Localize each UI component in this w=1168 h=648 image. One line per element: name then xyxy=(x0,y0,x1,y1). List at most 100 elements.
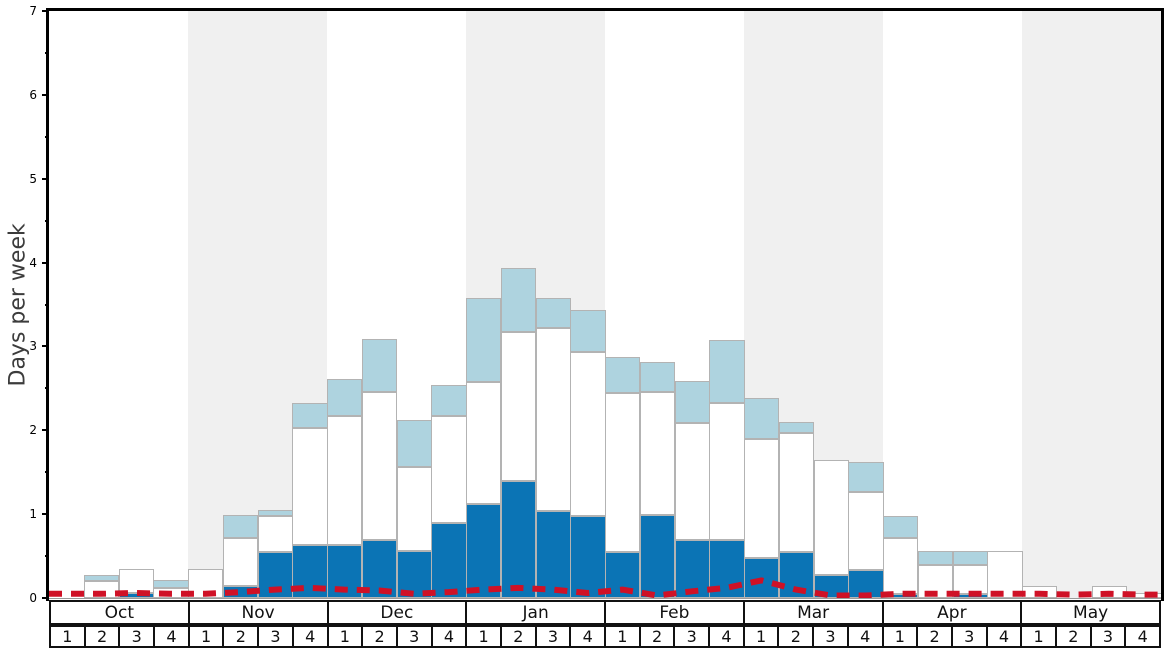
week-label-feb-4: 4 xyxy=(710,627,745,646)
bar-jan-1-white xyxy=(466,381,502,505)
bar-dec-3-light-blue xyxy=(396,420,432,468)
bar-feb-2-white xyxy=(639,391,675,515)
bar-oct-2-white xyxy=(83,581,119,598)
week-label-dec-1: 1 xyxy=(328,627,364,646)
bar-mar-1-light-blue xyxy=(744,397,780,439)
y-tick-4 xyxy=(42,261,49,264)
bar-jan-2-dark-blue xyxy=(500,481,536,598)
bar-feb-1-white xyxy=(605,392,641,552)
week-label-nov-4: 4 xyxy=(293,627,329,646)
bar-jan-3-dark-blue xyxy=(535,510,571,598)
week-label-may-1: 1 xyxy=(1022,627,1057,646)
bar-nov-3-light-blue xyxy=(257,509,293,516)
week-label-mar-2: 2 xyxy=(779,627,815,646)
week-label-dec-4: 4 xyxy=(432,627,468,646)
week-label-may-3: 3 xyxy=(1091,627,1127,646)
bar-dec-1-light-blue xyxy=(327,379,363,417)
week-label-mar-1: 1 xyxy=(744,627,780,646)
week-label-mar-4: 4 xyxy=(848,627,884,646)
week-label-dec-2: 2 xyxy=(363,627,398,646)
week-label-oct-4: 4 xyxy=(155,627,190,646)
y-tick-label-4: 4 xyxy=(29,255,37,270)
week-label-apr-2: 2 xyxy=(918,627,953,646)
month-label-may: May xyxy=(1022,602,1159,623)
month-label-nov: Nov xyxy=(189,602,329,623)
y-tick-6 xyxy=(42,93,49,96)
bar-apr-1-light-blue xyxy=(883,515,919,538)
bar-jan-4-dark-blue xyxy=(570,515,606,598)
month-label-oct: Oct xyxy=(51,602,190,623)
month-label-dec: Dec xyxy=(328,602,468,623)
week-label-dec-3: 3 xyxy=(397,627,433,646)
bar-dec-2-white xyxy=(361,391,397,541)
bar-nov-3-white xyxy=(257,515,293,552)
week-label-oct-3: 3 xyxy=(120,627,156,646)
bar-apr-2-light-blue xyxy=(917,551,953,566)
y-tick-3 xyxy=(42,345,49,348)
bar-mar-3-white xyxy=(813,460,849,575)
bar-jan-2-light-blue xyxy=(500,267,536,333)
week-label-nov-3: 3 xyxy=(259,627,294,646)
y-tick-label-0: 0 xyxy=(29,591,37,605)
bar-oct-3-white xyxy=(118,568,154,593)
bar-mar-2-white xyxy=(778,432,814,552)
bar-jan-3-white xyxy=(535,328,571,511)
week-label-apr-4: 4 xyxy=(987,627,1023,646)
month-band-may xyxy=(1022,11,1161,598)
bar-dec-4-dark-blue xyxy=(431,522,467,598)
y-axis: 0 1 2 3 4 5 6 7 xyxy=(0,4,49,605)
bar-jan-1-dark-blue xyxy=(466,504,502,598)
bar-apr-3-white xyxy=(952,565,988,594)
month-label-apr: Apr xyxy=(883,602,1023,623)
bar-feb-2-light-blue xyxy=(639,362,675,392)
bar-jan-2-white xyxy=(500,332,536,482)
bar-mar-4-light-blue xyxy=(848,462,884,493)
x-axis-line xyxy=(49,598,1161,599)
bar-apr-3-light-blue xyxy=(952,551,988,566)
bar-feb-4-light-blue xyxy=(709,339,745,404)
bar-dec-3-white xyxy=(396,467,432,552)
week-label-nov-1: 1 xyxy=(189,627,225,646)
month-label-jan: Jan xyxy=(467,602,606,623)
y-tick-label-1: 1 xyxy=(29,507,37,522)
bar-oct-4-light-blue xyxy=(153,580,189,588)
y-tick-label-2: 2 xyxy=(29,423,37,438)
bar-dec-4-white xyxy=(431,416,467,523)
week-label-jan-2: 2 xyxy=(501,627,537,646)
bar-apr-4-white xyxy=(987,551,1023,598)
bar-dec-1-white xyxy=(327,416,363,546)
bar-mar-2-light-blue xyxy=(778,421,814,433)
bar-feb-3-white xyxy=(674,422,710,541)
week-label-nov-2: 2 xyxy=(224,627,260,646)
bar-feb-4-white xyxy=(709,403,745,541)
y-tick-label-3: 3 xyxy=(29,339,37,354)
week-label-mar-3: 3 xyxy=(814,627,849,646)
y-tick-label-6: 6 xyxy=(29,87,37,102)
week-label-feb-1: 1 xyxy=(606,627,641,646)
bar-mar-4-white xyxy=(848,492,884,571)
bar-dec-2-light-blue xyxy=(361,338,397,392)
bar-jan-3-light-blue xyxy=(535,297,571,328)
week-label-may-2: 2 xyxy=(1056,627,1092,646)
bar-nov-2-light-blue xyxy=(222,515,258,539)
y-tick-0 xyxy=(42,597,49,599)
bar-feb-3-light-blue xyxy=(674,380,710,423)
bar-jan-4-light-blue xyxy=(570,310,606,353)
bar-nov-4-white xyxy=(292,427,328,546)
week-label-may-4: 4 xyxy=(1126,627,1159,646)
week-label-apr-3: 3 xyxy=(952,627,988,646)
y-tick-5 xyxy=(42,177,49,180)
bar-mar-1-white xyxy=(744,438,780,558)
y-tick-7 xyxy=(42,10,49,12)
week-label-oct-1: 1 xyxy=(51,627,86,646)
bar-oct-2-light-blue xyxy=(83,574,119,582)
bar-nov-4-light-blue xyxy=(292,402,328,428)
bar-jan-4-white xyxy=(570,352,606,516)
bar-dec-4-light-blue xyxy=(431,385,467,417)
red-dashed-line xyxy=(49,577,1161,598)
plot-area xyxy=(46,8,1164,601)
y-tick-1 xyxy=(42,513,49,516)
bar-apr-1-white xyxy=(883,537,919,594)
plot-border-top xyxy=(46,8,1164,11)
